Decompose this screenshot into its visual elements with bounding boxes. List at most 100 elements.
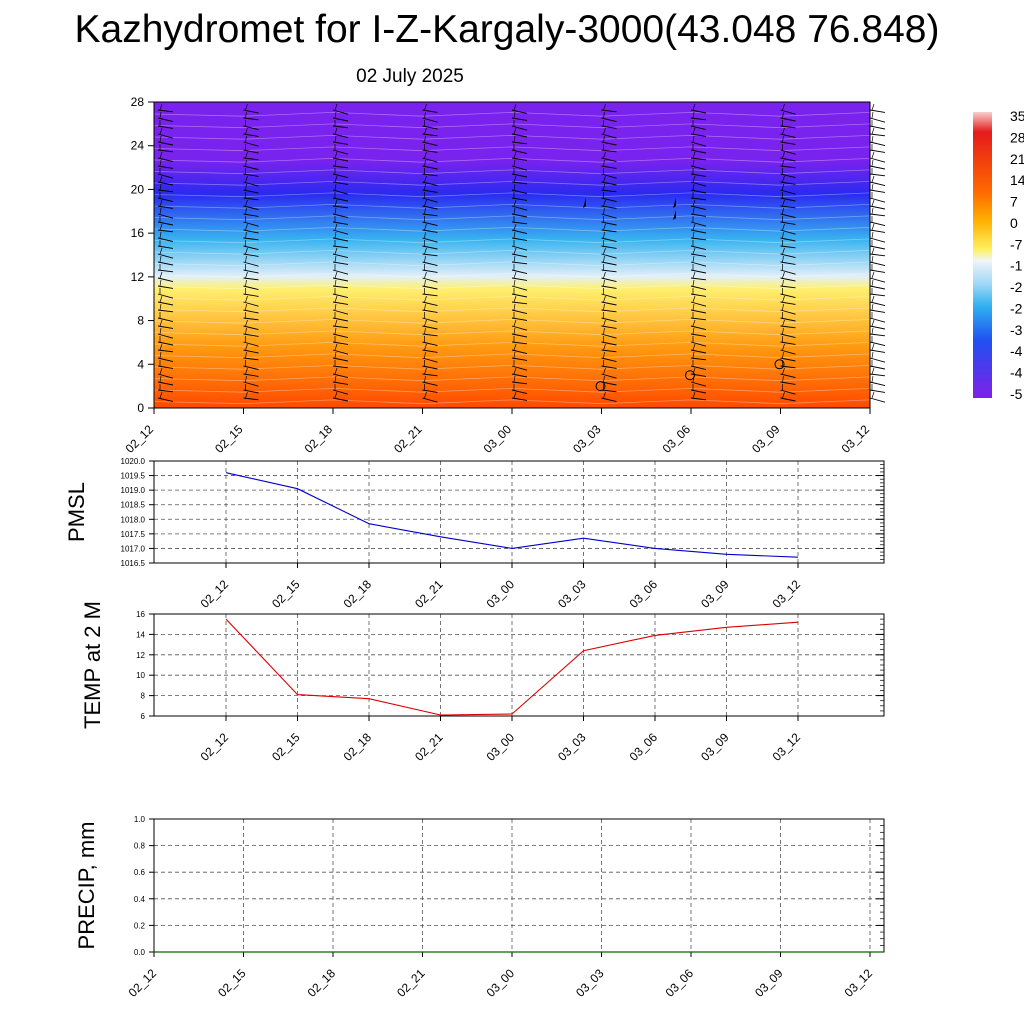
pmsl-panel: 1016.5 1017.0 1017.5 1018.0 1018.5 1019.0 1019… bbox=[64, 457, 885, 611]
wind-barb bbox=[157, 365, 174, 369]
wind-barb bbox=[780, 349, 796, 355]
colorbar-label: -7 bbox=[1010, 236, 1023, 252]
wind-barb bbox=[869, 165, 886, 170]
wind-barb bbox=[780, 317, 796, 322]
wind-barb bbox=[780, 173, 796, 179]
wind-barb-flag bbox=[513, 159, 516, 167]
wind-barb bbox=[869, 205, 886, 210]
y-tick-label: 0.4 bbox=[134, 895, 146, 904]
wind-barb bbox=[422, 213, 438, 217]
wind-barb bbox=[690, 213, 707, 217]
precip-ylabel: PRECIP, mm bbox=[74, 822, 99, 950]
wind-barb bbox=[243, 373, 259, 377]
wind-barb bbox=[157, 285, 174, 289]
y-tick-label: 0.2 bbox=[134, 921, 146, 930]
wind-barb bbox=[332, 325, 349, 329]
wind-barb bbox=[780, 301, 796, 305]
colorbar-label: 14 bbox=[1010, 172, 1024, 188]
wind-barb bbox=[157, 389, 174, 393]
isotherm-line bbox=[153, 272, 871, 278]
wind-barb-flag bbox=[513, 127, 517, 135]
wind-barb bbox=[511, 373, 528, 378]
wind-barb bbox=[690, 157, 707, 161]
y-tick-label: 1018.5 bbox=[121, 501, 146, 510]
wind-barb bbox=[243, 261, 259, 267]
wind-barb bbox=[157, 269, 174, 273]
wind-barb bbox=[869, 253, 886, 257]
wind-barb-flag bbox=[782, 375, 784, 383]
wind-barb bbox=[601, 109, 617, 113]
wind-barb bbox=[157, 181, 174, 186]
y-tick-label: 4 bbox=[137, 357, 144, 371]
wind-barb bbox=[332, 141, 349, 145]
wind-barb bbox=[690, 229, 707, 234]
wind-barb-flag bbox=[782, 351, 784, 359]
wind-barb-flag bbox=[692, 303, 695, 311]
pmsl-series-line bbox=[225, 472, 799, 558]
wind-barb-flag bbox=[782, 199, 785, 207]
wind-barb-flag bbox=[782, 279, 784, 287]
wind-barb bbox=[157, 213, 174, 219]
wind-barb-flag bbox=[159, 271, 163, 279]
wind-barb-flag bbox=[692, 135, 695, 143]
wind-barb bbox=[422, 309, 438, 313]
wind-barb-flag bbox=[245, 295, 248, 303]
wind-barb-flag bbox=[871, 351, 874, 359]
wind-barb-flag bbox=[424, 175, 427, 183]
wind-barb-flag bbox=[871, 327, 874, 335]
wind-barb-flag bbox=[424, 319, 427, 327]
wind-barb-flag bbox=[871, 343, 875, 351]
wind-barb bbox=[157, 173, 174, 179]
wind-barb bbox=[690, 149, 707, 154]
wind-barb bbox=[422, 317, 438, 323]
y-tick-label: 8 bbox=[137, 314, 144, 328]
wind-barb-flag bbox=[871, 159, 874, 167]
wind-barb-flag bbox=[782, 303, 784, 311]
wind-barb-flag bbox=[424, 375, 426, 383]
wind-barb-flag bbox=[159, 199, 163, 207]
wind-barb bbox=[780, 213, 796, 219]
wind-barb bbox=[157, 253, 174, 259]
wind-barb-flag bbox=[603, 175, 606, 183]
wind-barb-flag bbox=[603, 151, 606, 159]
wind-barb bbox=[869, 157, 886, 163]
wind-barb bbox=[511, 309, 528, 315]
wind-barb-flag bbox=[692, 367, 696, 375]
wind-barb bbox=[869, 141, 886, 147]
wind-barb bbox=[780, 325, 796, 329]
isotherm-line bbox=[153, 203, 871, 209]
x-tick-label: 03_09 bbox=[749, 422, 783, 456]
wind-barb bbox=[243, 341, 259, 347]
wind-barb bbox=[422, 165, 438, 170]
wind-barb bbox=[157, 141, 174, 146]
wind-barb-flag bbox=[159, 327, 162, 335]
isotherm-line bbox=[153, 261, 871, 267]
wind-barb bbox=[332, 149, 349, 155]
wind-barb-flag bbox=[782, 327, 784, 335]
wind-barb bbox=[780, 357, 796, 362]
wind-barb bbox=[869, 197, 886, 203]
wind-barb bbox=[243, 253, 259, 257]
wind-barb-flag bbox=[334, 255, 337, 263]
wind-barb bbox=[690, 309, 707, 314]
wind-barb-flag bbox=[871, 175, 875, 183]
wind-barb-flag bbox=[513, 175, 517, 183]
isotherm-line bbox=[153, 111, 871, 117]
wind-barb-flag bbox=[513, 223, 517, 231]
temp-ylabel: TEMP at 2 M bbox=[80, 601, 105, 729]
x-tick-label: 02_15 bbox=[269, 730, 303, 764]
wind-barb bbox=[157, 381, 174, 386]
wind-barb-flag bbox=[245, 303, 247, 311]
wind-barb bbox=[780, 133, 796, 139]
wind-barb-flag bbox=[782, 223, 785, 231]
wind-barb bbox=[332, 357, 349, 362]
wind-barb-flag bbox=[871, 223, 875, 231]
wind-barb-flag bbox=[424, 351, 426, 359]
wind-barb bbox=[511, 117, 528, 121]
wind-barb bbox=[601, 197, 617, 203]
x-tick-label: 02_12 bbox=[123, 422, 157, 456]
isotherm-line bbox=[153, 215, 871, 221]
temp-panel: 6 8 10 12 14 16 02_12 02_15 02_18 02_21 03_00 03_03… bbox=[80, 601, 885, 764]
wind-barb bbox=[243, 237, 259, 241]
wind-barb-flag bbox=[424, 183, 426, 191]
